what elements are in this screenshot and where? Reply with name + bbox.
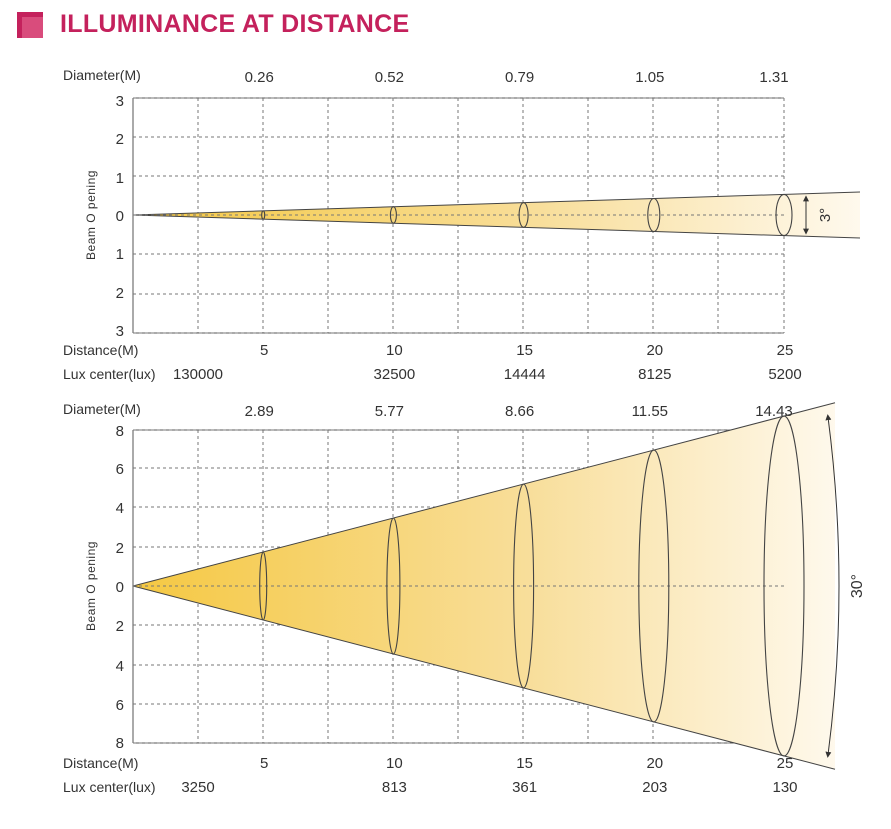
- distance-value: 20: [646, 342, 663, 359]
- lux-row-label: Lux center(lux): [63, 366, 156, 382]
- diameter-value: 14.43: [755, 403, 793, 420]
- title-square-icon: [17, 12, 43, 38]
- y-tick-label: 0: [116, 208, 124, 225]
- diameter-value: 1.05: [635, 69, 664, 86]
- diameter-value: 1.31: [759, 69, 788, 86]
- distance-value: 15: [516, 342, 533, 359]
- y-axis-title: Beam O pening: [84, 541, 98, 631]
- diameter-row-label: Diameter(M): [63, 401, 141, 417]
- lux-value: 130000: [173, 366, 223, 383]
- beam-cross-section-5: [261, 210, 266, 220]
- beam-cone: [133, 191, 860, 239]
- y-tick-label: 6: [116, 697, 124, 714]
- beam-angle-label: 30°: [849, 574, 866, 598]
- diameter-value: 0.52: [375, 69, 404, 86]
- lux-value: 8125: [638, 366, 671, 383]
- y-tick-label: 3: [116, 323, 124, 340]
- y-tick-label: 6: [116, 461, 124, 478]
- y-axis-title: Beam O pening: [84, 170, 98, 260]
- diameter-value: 8.66: [505, 403, 534, 420]
- distance-value: 25: [777, 342, 794, 359]
- beam-cross-section-25: [763, 415, 805, 757]
- y-tick-label: 8: [116, 423, 124, 440]
- y-tick-label: 8: [116, 735, 124, 752]
- diameter-value: 0.26: [245, 69, 274, 86]
- beam-cross-section-10: [389, 206, 397, 224]
- distance-value: 15: [516, 755, 533, 772]
- lux-value: 14444: [504, 366, 546, 383]
- beam-cross-section-15: [513, 483, 535, 689]
- distance-row-label: Distance(M): [63, 342, 138, 358]
- lux-row-label: Lux center(lux): [63, 779, 156, 795]
- distance-value: 20: [646, 755, 663, 772]
- y-tick-label: 1: [116, 170, 124, 187]
- distance-value: 25: [777, 755, 794, 772]
- y-tick-label: 2: [116, 285, 124, 302]
- lux-value: 32500: [374, 366, 416, 383]
- lux-value: 3250: [181, 779, 214, 796]
- diameter-value: 5.77: [375, 403, 404, 420]
- y-tick-label: 0: [116, 579, 124, 596]
- distance-value: 5: [260, 755, 268, 772]
- diameter-value: 2.89: [245, 403, 274, 420]
- beam-angle-label: 3°: [817, 208, 834, 222]
- beam-edge-top: [132, 191, 861, 216]
- beam-cross-section-15: [518, 202, 529, 228]
- y-tick-label: 4: [116, 500, 124, 517]
- page-title: ILLUMINANCE AT DISTANCE: [60, 10, 410, 38]
- distance-value: 10: [386, 755, 403, 772]
- distance-row-label: Distance(M): [63, 755, 138, 771]
- beam-cross-section-20: [638, 449, 670, 723]
- beam-edge-top: [132, 402, 836, 587]
- beam-cross-section-20: [647, 197, 661, 233]
- beam-cross-section-25: [775, 193, 793, 237]
- lux-value: 813: [382, 779, 407, 796]
- y-tick-label: 2: [116, 618, 124, 635]
- y-tick-label: 3: [116, 93, 124, 110]
- beam-cross-section-10: [386, 517, 401, 655]
- angle-arrow: [825, 414, 840, 758]
- lux-value: 130: [772, 779, 797, 796]
- diameter-value: 11.55: [632, 403, 668, 420]
- beam-cross-section-5: [259, 551, 268, 621]
- beam-edge-bottom: [132, 214, 861, 239]
- distance-value: 5: [260, 342, 268, 359]
- diameter-row-label: Diameter(M): [63, 67, 141, 83]
- lux-value: 203: [642, 779, 667, 796]
- y-tick-label: 2: [116, 131, 124, 148]
- lux-value: 5200: [768, 366, 801, 383]
- y-tick-label: 1: [116, 246, 124, 263]
- y-tick-label: 2: [116, 540, 124, 557]
- diameter-value: 0.79: [505, 69, 534, 86]
- beam-edge-bottom: [132, 585, 836, 770]
- lux-value: 361: [512, 779, 537, 796]
- distance-value: 10: [386, 342, 403, 359]
- y-tick-label: 4: [116, 658, 124, 675]
